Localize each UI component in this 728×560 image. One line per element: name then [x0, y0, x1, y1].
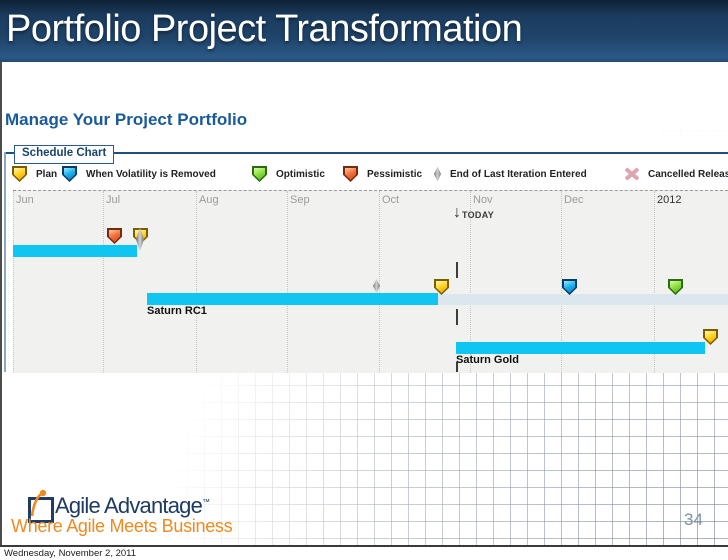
timeline-label-aug: Aug	[199, 194, 219, 206]
row-label-saturn-rc1: Saturn RC1	[147, 305, 207, 317]
end-of-iteration-diamond-icon	[434, 166, 441, 182]
timeline-label-oct: Oct	[382, 194, 400, 206]
slide-left-border	[0, 62, 2, 545]
gantt-bar-saturn-rc1-projected	[438, 294, 728, 305]
timeline-label-nov: Nov	[473, 194, 493, 206]
column-gridline	[470, 191, 471, 373]
plan-shield-icon	[12, 166, 27, 182]
gantt-bar-release1	[13, 245, 137, 257]
column-gridline	[287, 191, 288, 373]
legend-item-volatility-removed: When Volatility is Removed	[62, 166, 216, 182]
legend-label: Pessimistic	[367, 168, 423, 180]
page-number: 34	[684, 510, 703, 529]
logo-tagline: Where Agile Meets Business	[11, 516, 233, 536]
timeline-label-dec: Dec	[564, 194, 584, 206]
column-gridline	[103, 191, 104, 373]
today-line-tick	[456, 309, 458, 325]
legend-item-optimistic: Optimistic	[252, 166, 325, 182]
legend-item-pessimistic: Pessimistic	[343, 166, 422, 182]
column-gridline	[654, 191, 655, 373]
logo-swoosh-icon	[30, 489, 47, 517]
logo-title-text: Agile Advantage	[55, 493, 203, 518]
today-label: TODAY	[462, 210, 495, 220]
optimistic-shield-icon	[252, 166, 267, 182]
legend-label: End of Last Iteration Entered	[450, 168, 587, 180]
pessimistic-marker	[107, 228, 122, 244]
gantt-bar-saturn-gold	[456, 342, 705, 354]
today-line-tick	[456, 262, 458, 278]
pessimistic-shield-icon	[343, 166, 358, 182]
section-heading: Manage Your Project Portfolio	[5, 110, 248, 129]
cancelled-release-x-icon	[624, 167, 639, 181]
gantt-chart: Jun Jul Aug Sep Oct Nov Dec 2012 ↓ TODAY…	[13, 190, 728, 373]
column-gridline	[13, 191, 14, 373]
legend-label: Plan	[36, 168, 58, 180]
schedule-chart-group-label: Schedule Chart	[14, 145, 115, 164]
column-gridline	[561, 191, 562, 373]
legend-item-end-of-iteration: End of Last Iteration Entered	[434, 166, 587, 182]
plan-marker	[434, 279, 449, 295]
slide-bottom-border	[0, 545, 728, 547]
optimistic-marker	[668, 279, 683, 295]
legend-label: Optimistic	[276, 168, 325, 180]
timeline-label-jun: Jun	[16, 194, 34, 206]
today-arrow-icon: ↓	[453, 204, 461, 221]
end-of-iteration-marker	[373, 279, 380, 293]
column-gridline	[379, 191, 380, 373]
volatility-shield-icon	[62, 166, 77, 182]
date-footer: Wednesday, November 2, 2011	[4, 548, 137, 559]
today-line-tick	[456, 362, 458, 372]
slide-header: Portfolio Project Transformation	[0, 0, 728, 62]
trademark-symbol: ™	[202, 497, 210, 507]
timeline-label-jul: Jul	[106, 194, 121, 206]
end-of-iteration-marker	[136, 228, 144, 251]
row-label-saturn-gold: Saturn Gold	[456, 354, 519, 366]
legend-item-cancelled-release: Cancelled Release	[624, 166, 728, 182]
slide-title: Portfolio Project Transformation	[6, 8, 523, 50]
legend-item-plan: Plan	[12, 166, 57, 182]
column-gridline	[196, 191, 197, 373]
volatility-removed-marker	[562, 279, 577, 295]
groupbox-top-border	[4, 152, 728, 154]
legend-label: Cancelled Release	[648, 168, 728, 180]
timeline-label-sep: Sep	[290, 194, 310, 206]
plan-marker	[703, 329, 718, 345]
legend-label: When Volatility is Removed	[86, 168, 216, 180]
groupbox-left-border	[4, 152, 6, 372]
gantt-bar-saturn-rc1	[147, 293, 438, 305]
timeline-label-2012: 2012	[657, 194, 682, 206]
logo-title: Agile Advantage™	[55, 493, 210, 519]
